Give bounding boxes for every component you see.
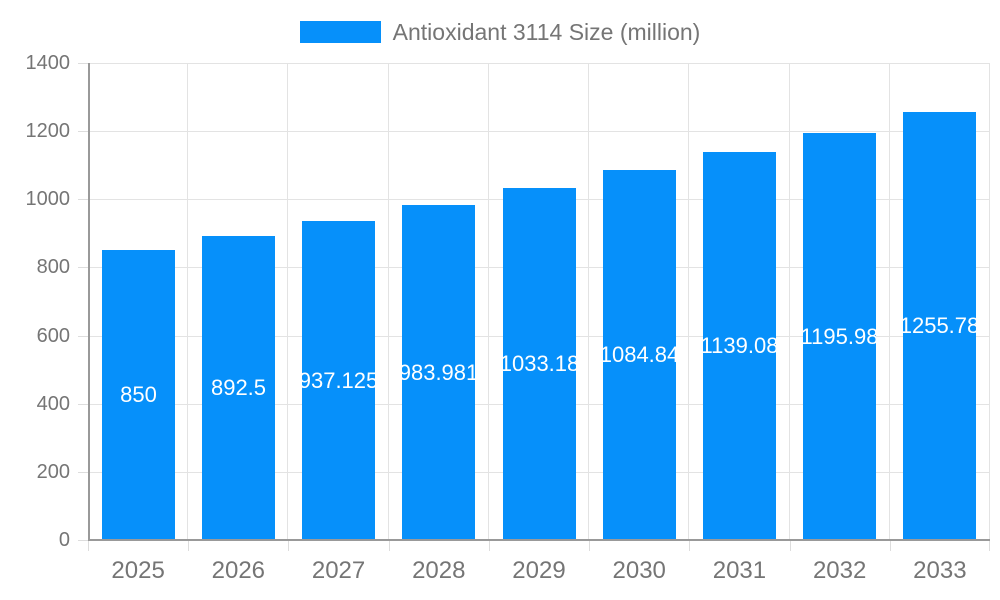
x-axis-line <box>88 539 990 541</box>
bar-2031[interactable]: 1139.08 <box>703 152 776 540</box>
x-tick-label: 2033 <box>913 557 967 584</box>
x-gridline <box>287 63 289 540</box>
x-tick-mark <box>989 540 990 551</box>
x-tick-label: 2028 <box>412 557 466 584</box>
x-tick-label: 2026 <box>211 557 266 584</box>
legend-label: Antioxidant 3114 Size (million) <box>392 18 701 45</box>
x-tick-label: 2031 <box>712 557 767 584</box>
x-tick-mark <box>488 540 490 551</box>
legend-item[interactable]: Antioxidant 3114 Size (million) <box>299 18 701 46</box>
chart-legend: Antioxidant 3114 Size (million) <box>0 18 1000 46</box>
y-tick-mark <box>78 540 88 541</box>
bar-value-label: 1139.08 <box>703 333 776 358</box>
x-tick-label: 2032 <box>812 557 867 584</box>
x-gridline <box>187 63 189 540</box>
y-tick-label: 400 <box>36 392 70 415</box>
bar-2027[interactable]: 937.125 <box>302 221 375 540</box>
x-tick-mark <box>789 540 791 551</box>
y-axis-line <box>88 63 90 540</box>
legend-swatch-icon <box>299 21 381 43</box>
y-tick-label: 800 <box>36 256 70 279</box>
y-tick-label: 1400 <box>25 52 71 74</box>
y-tick-mark <box>78 63 88 64</box>
x-tick-label: 2030 <box>612 557 666 584</box>
y-tick-label: 200 <box>36 460 70 483</box>
y-tick-mark <box>78 131 88 133</box>
x-gridline <box>387 63 389 540</box>
bar-value-label: 1084.84 <box>603 342 676 367</box>
x-tick-mark <box>689 540 691 551</box>
x-tick-label: 2029 <box>512 557 566 584</box>
bar-value-label: 1195.98 <box>803 323 876 349</box>
x-tick-label: 2025 <box>111 557 165 584</box>
y-gridline <box>88 131 990 133</box>
bar-value-label: 850 <box>120 382 157 407</box>
x-gridline <box>788 63 790 540</box>
y-tick-label: 1000 <box>25 188 71 211</box>
y-tick-label: 1200 <box>25 120 71 143</box>
y-tick-mark <box>78 471 88 473</box>
y-tick-label: 600 <box>36 324 70 347</box>
y-tick-mark <box>78 403 88 405</box>
bar-value-label: 892.5 <box>210 375 267 400</box>
x-gridline <box>989 63 990 540</box>
x-gridline <box>888 63 890 540</box>
bar-2026[interactable]: 892.5 <box>202 236 275 540</box>
bar-value-label: 1033.18 <box>503 351 576 376</box>
x-gridline <box>487 63 489 540</box>
bar-value-label: 1255.78 <box>903 313 976 338</box>
y-tick-label: 0 <box>58 529 70 551</box>
x-tick-mark <box>889 540 891 551</box>
plot-area: 850 892.5 937.125 983.981 1033.18 1084.84 1139… <box>88 63 990 541</box>
y-tick-mark <box>78 335 88 337</box>
bar-2030[interactable]: 1084.84 <box>603 170 676 540</box>
x-gridline <box>688 63 690 540</box>
x-tick-mark <box>288 540 290 551</box>
x-tick-mark <box>388 540 390 551</box>
x-tick-mark <box>188 540 190 551</box>
bar-2028[interactable]: 983.981 <box>402 205 475 540</box>
y-tick-mark <box>78 199 88 201</box>
bar-2032[interactable]: 1195.98 <box>803 133 876 540</box>
x-tick-label: 2027 <box>311 557 366 584</box>
y-gridline <box>88 63 990 64</box>
bar-2025[interactable]: 850 <box>102 250 175 540</box>
bar-value-label: 937.125 <box>302 367 375 393</box>
y-tick-mark <box>78 267 88 269</box>
bar-2029[interactable]: 1033.18 <box>503 188 576 540</box>
bar-2033[interactable]: 1255.78 <box>903 112 976 540</box>
x-gridline <box>588 63 590 540</box>
bar-value-label: 983.981 <box>402 359 475 385</box>
x-tick-mark <box>88 540 89 551</box>
x-tick-mark <box>589 540 591 551</box>
